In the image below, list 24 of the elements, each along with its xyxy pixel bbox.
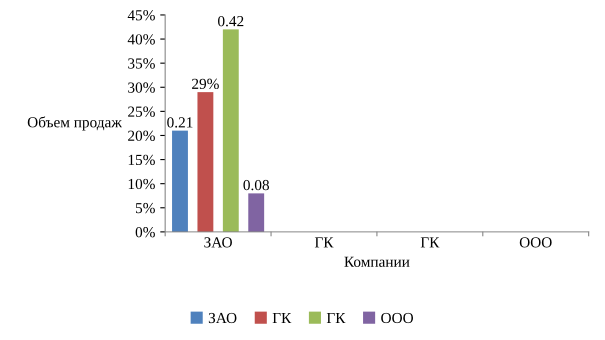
y-tick-label: 30% [128, 82, 155, 93]
x-tick-label: ООО [520, 237, 552, 248]
x-axis-title: Компании [344, 256, 410, 267]
y-tick-label: 5% [136, 202, 155, 214]
legend-label: ЗАО [208, 312, 236, 324]
x-tick-label: ГК [314, 237, 334, 248]
legend-label: ООО [381, 312, 414, 324]
data-label: 29% [192, 78, 219, 90]
legend-label: ГК [326, 312, 346, 323]
y-tick-label: 40% [128, 34, 155, 45]
data-label: 0.08 [243, 180, 270, 190]
legend-label: ГК [272, 312, 292, 323]
y-tick-label: 15% [128, 154, 155, 166]
data-label: 0.21 [167, 117, 192, 128]
x-tick-label: ГК [420, 237, 440, 248]
y-axis-title: Объем продаж [28, 116, 122, 131]
y-tick-label: 45% [128, 10, 155, 20]
y-tick-label: 25% [128, 106, 155, 117]
x-tick-label: ЗАО [204, 237, 232, 248]
y-tick-label: 35% [128, 58, 155, 69]
y-tick-label: 0% [136, 227, 155, 238]
data-label: 0.42 [218, 16, 244, 26]
y-tick-label: 10% [128, 178, 155, 190]
y-tick-label: 20% [128, 130, 155, 141]
